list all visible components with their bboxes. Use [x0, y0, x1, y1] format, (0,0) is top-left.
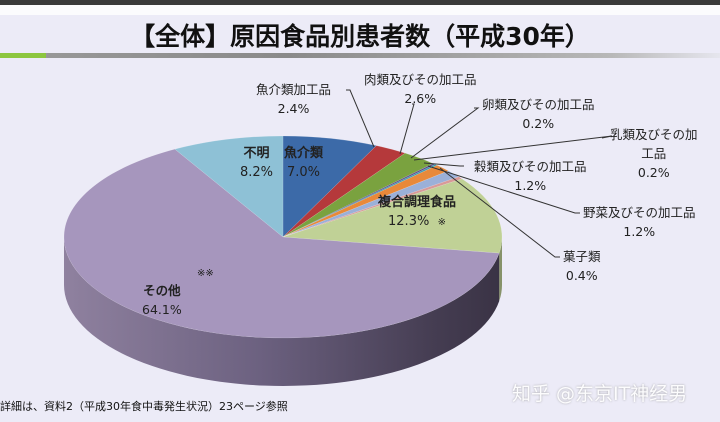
top-white-band — [0, 5, 720, 15]
pie-slice-不明 — [174, 135, 284, 238]
label-sonota-name: その他 — [143, 283, 181, 298]
pie-top-face — [63, 135, 503, 339]
pie-slice-魚介類加工品 — [282, 145, 406, 238]
label-fukugo: 複合調理食品 12.3% ※ — [378, 193, 456, 232]
watermark: 知乎 @东京IT神经男 — [512, 383, 688, 405]
label-fukugo-value: 12.3% ※ — [378, 212, 456, 232]
label-fukugo-note: ※ — [437, 217, 446, 228]
label-koku: 穀類及びその加工品 1.2% — [474, 157, 587, 195]
pie-slice-穀類及びその加工品 — [282, 164, 450, 238]
pie-slice-複合調理食品 — [282, 178, 503, 254]
leader-line-kashi — [439, 167, 560, 258]
leader-line-yasai — [427, 165, 580, 214]
label-nyu-line2: 工品 — [641, 146, 667, 161]
label-sonota-pct: 64.1% — [142, 302, 182, 317]
label-fumei-name: 不明 — [243, 146, 270, 161]
label-fumei: 不明 8.2% — [240, 144, 273, 182]
label-nyu-line1: 乳類及びその加 — [610, 127, 698, 142]
label-nyu: 乳類及びその加 工品 0.2% — [610, 125, 698, 182]
pie-side-その他 — [64, 237, 500, 386]
pie-side-複合調理食品 — [499, 237, 502, 302]
pie-side-wall — [64, 237, 502, 386]
leader-line-koku — [423, 162, 464, 167]
label-gyokai-name: 魚介類 — [284, 146, 324, 161]
label-fukugo-name: 複合調理食品 — [378, 195, 457, 210]
label-niku-name: 肉類及びその加工品 — [364, 72, 477, 87]
label-fumei-pct: 8.2% — [240, 165, 274, 180]
label-yasai: 野菜及びその加工品 1.2% — [583, 203, 696, 241]
leader-lines — [346, 89, 613, 258]
label-koku-name: 穀類及びその加工品 — [474, 159, 587, 174]
label-niku: 肉類及びその加工品 2.6% — [364, 70, 477, 108]
top-dark-band — [0, 0, 720, 5]
label-kashi-name: 菓子類 — [563, 249, 601, 264]
label-nyu-pct: 0.2% — [637, 165, 670, 180]
label-tamago: 卵類及びその加工品 0.2% — [482, 95, 595, 133]
pie-slice-その他 — [63, 148, 500, 339]
label-kashi: 菓子類 0.4% — [563, 247, 601, 285]
label-yasai-name: 野菜及びその加工品 — [583, 205, 696, 220]
label-gyokai-kako-name: 魚介類加工品 — [256, 82, 332, 97]
leader-line-gyokai-kako — [346, 89, 375, 148]
label-niku-pct: 2.6% — [404, 91, 437, 106]
label-tamago-pct: 0.2% — [522, 116, 555, 131]
label-kashi-pct: 0.4% — [565, 268, 598, 283]
label-sonota-note: ※※ — [197, 268, 214, 279]
label-gyokai-kako: 魚介類加工品 2.4% — [256, 80, 331, 118]
leader-line-tamago — [410, 107, 480, 159]
title-rule — [0, 53, 720, 58]
label-tamago-name: 卵類及びその加工品 — [482, 97, 595, 112]
label-gyokai: 魚介類 7.0% — [284, 144, 323, 182]
title-rule-accent — [0, 53, 46, 58]
footnote: 詳細は、資料2（平成30年食中毒発生状況）23ページ参照 — [0, 400, 288, 413]
label-fukugo-pct: 12.3% — [388, 214, 430, 229]
pie-slice-菓子類 — [282, 176, 463, 238]
label-gyokai-pct: 7.0% — [286, 165, 321, 180]
label-sonota: その他 64.1% — [142, 281, 182, 319]
pie-slice-魚介類 — [282, 135, 377, 238]
label-yasai-pct: 1.2% — [623, 224, 656, 239]
leader-line-niku — [399, 103, 415, 155]
chart-title: 【全体】原因食品別患者数（平成30年） — [130, 22, 590, 51]
leader-line-nyu — [413, 135, 613, 161]
label-gyokai-kako-pct: 2.4% — [277, 101, 310, 116]
label-koku-pct: 1.2% — [514, 178, 547, 193]
